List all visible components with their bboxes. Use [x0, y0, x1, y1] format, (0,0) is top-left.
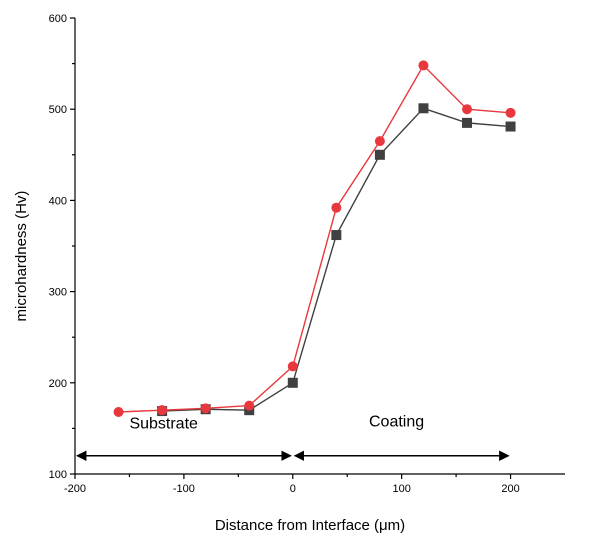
y-tick-label: 500 [49, 104, 67, 116]
x-tick-label: -200 [64, 483, 86, 495]
data-point-square [462, 117, 472, 128]
series-red [113, 60, 516, 417]
data-point-square [374, 149, 385, 160]
data-point-circle [113, 406, 124, 417]
y-tick-label: 400 [49, 195, 67, 207]
data-point-circle [374, 136, 385, 147]
data-point-circle [418, 60, 429, 71]
y-tick-label: 200 [49, 378, 67, 390]
y-axis-label: microhardness (Hv) [13, 191, 30, 322]
data-point-circle [331, 202, 342, 213]
data-point-circle [287, 361, 298, 372]
data-point-square [505, 121, 516, 132]
x-axis-label: Distance from Interface (μm) [215, 517, 405, 534]
data-point-circle [462, 104, 472, 115]
annotations: Substrate Coating [75, 414, 510, 462]
axes: -200 -100 0 100 200 100 200 300 400 500 600 [49, 13, 565, 495]
data-point-square [331, 230, 342, 241]
series-line [118, 64, 511, 413]
data-point-circle [200, 403, 211, 414]
substrate-label: Substrate [129, 415, 198, 432]
data-point-circle [505, 107, 516, 118]
x-tick-label: 200 [501, 483, 519, 495]
x-tick-label: 0 [290, 483, 296, 495]
series-line [162, 107, 511, 412]
data-point-square [418, 103, 429, 114]
data-series [113, 60, 516, 417]
data-point-circle [157, 405, 168, 416]
data-point-circle [244, 400, 255, 411]
x-tick-label: 100 [392, 483, 410, 495]
data-point-square [287, 377, 298, 388]
series-gray [157, 103, 516, 417]
coating-label: Coating [369, 414, 424, 431]
y-tick-label: 300 [49, 287, 67, 299]
y-tick-label: 600 [49, 13, 67, 25]
x-tick-label: -100 [173, 483, 195, 495]
y-tick-label: 100 [49, 469, 67, 481]
